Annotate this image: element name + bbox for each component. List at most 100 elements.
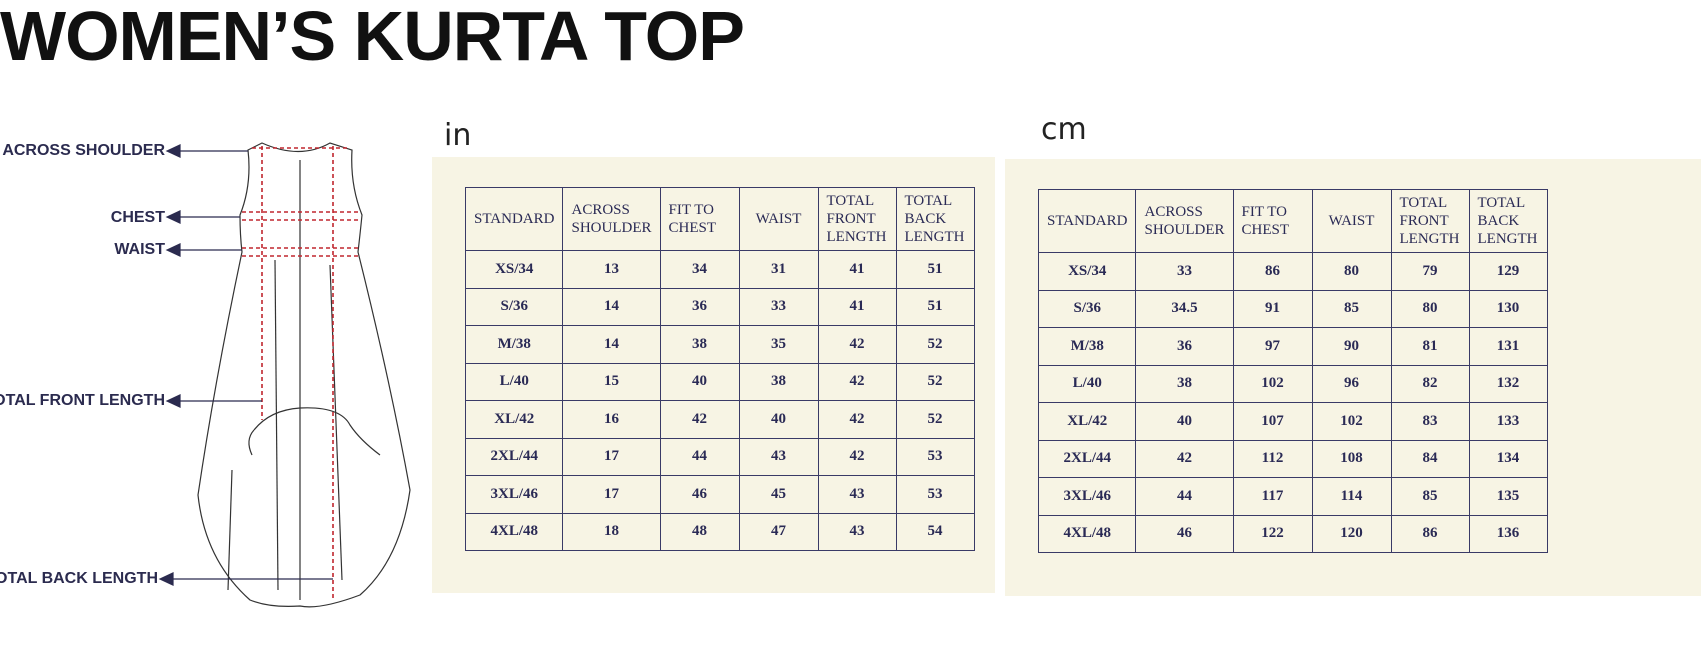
value-cell: 83 [1390,402,1470,441]
value-cell: 112 [1232,439,1313,478]
value-cell: 117 [1232,477,1313,516]
size-cell: 3XL/46 [1037,477,1137,516]
size-cell: XL/42 [1037,402,1137,441]
value-cell: 13 [562,250,661,289]
value-cell: 34.5 [1135,289,1234,328]
value-cell: 38 [738,362,819,401]
value-cell: 18 [562,512,661,551]
value-cell: 85 [1390,477,1470,516]
size-cell: 2XL/44 [1037,439,1137,478]
header-cell: WAIST [738,187,819,251]
value-cell: 132 [1468,364,1548,403]
diagram-label: ACROSS SHOULDER [2,142,165,159]
header-cell: ACROSS SHOULDER [562,187,661,251]
value-cell: 34 [659,250,740,289]
value-cell: 45 [738,475,819,514]
value-cell: 120 [1311,514,1392,553]
value-cell: 97 [1232,327,1313,366]
size-cell: M/38 [464,325,564,364]
value-cell: 51 [895,287,975,326]
value-cell: 40 [659,362,740,401]
diagram-label: WAIST [114,241,165,258]
header-cell: STANDARD [464,187,564,251]
value-cell: 80 [1390,289,1470,328]
value-cell: 42 [817,437,897,476]
table-row: 4XL/48 18 48 47 43 54 [464,512,975,551]
value-cell: 130 [1468,289,1548,328]
size-cell: S/36 [1037,289,1137,328]
value-cell: 36 [1135,327,1234,366]
size-cell: 2XL/44 [464,437,564,476]
diagram-label: CHEST [110,209,165,226]
table-row: M/38 36 97 90 81 131 [1037,327,1548,366]
table-row: S/36 34.5 91 85 80 130 [1037,289,1548,328]
value-cell: 52 [895,362,975,401]
value-cell: 44 [659,437,740,476]
table-row: XS/34 13 34 31 41 51 [464,250,975,289]
value-cell: 42 [1135,439,1234,478]
value-cell: 33 [738,287,819,326]
value-cell: 42 [817,362,897,401]
header-cell: TOTAL BACK LENGTH [1468,189,1548,253]
table-row: XL/42 40 107 102 83 133 [1037,402,1548,441]
value-cell: 42 [659,400,740,439]
value-cell: 42 [817,325,897,364]
size-cell: M/38 [1037,327,1137,366]
value-cell: 36 [659,287,740,326]
table-row: L/40 15 40 38 42 52 [464,362,975,401]
unit-label: cm [1041,112,1087,147]
table-row: 3XL/46 44 117 114 85 135 [1037,477,1548,516]
value-cell: 86 [1390,514,1470,553]
value-cell: 134 [1468,439,1548,478]
value-cell: 43 [817,475,897,514]
value-cell: 46 [659,475,740,514]
unit-label: in [444,118,472,153]
value-cell: 122 [1232,514,1313,553]
header-cell: FIT TO CHEST [659,187,740,251]
value-cell: 82 [1390,364,1470,403]
header-cell: WAIST [1311,189,1392,253]
table-row: L/40 38 102 96 82 132 [1037,364,1548,403]
value-cell: 51 [895,250,975,289]
value-cell: 108 [1311,439,1392,478]
table-row: XL/42 16 42 40 42 52 [464,400,975,439]
value-cell: 38 [1135,364,1234,403]
value-cell: 53 [895,437,975,476]
value-cell: 86 [1232,252,1313,291]
value-cell: 43 [817,512,897,551]
size-table: STANDARD ACROSS SHOULDER FIT TO CHEST WAIST… [464,187,975,551]
value-cell: 14 [562,325,661,364]
value-cell: 41 [817,287,897,326]
value-cell: 40 [1135,402,1234,441]
value-cell: 53 [895,475,975,514]
value-cell: 15 [562,362,661,401]
dress-diagram [158,142,411,608]
value-cell: 79 [1390,252,1470,291]
value-cell: 48 [659,512,740,551]
value-cell: 52 [895,400,975,439]
size-cell: 4XL/48 [1037,514,1137,553]
value-cell: 44 [1135,477,1234,516]
value-cell: 133 [1468,402,1548,441]
value-cell: 47 [738,512,819,551]
table-row: 2XL/44 17 44 43 42 53 [464,437,975,476]
value-cell: 131 [1468,327,1548,366]
diagram-label: TOTAL BACK LENGTH [0,570,158,587]
header-cell: FIT TO CHEST [1232,189,1313,253]
value-cell: 114 [1311,477,1392,516]
size-cell: XL/42 [464,400,564,439]
value-cell: 17 [562,475,661,514]
value-cell: 85 [1311,289,1392,328]
table-row: 3XL/46 17 46 45 43 53 [464,475,975,514]
size-cell: XS/34 [464,250,564,289]
size-cell: S/36 [464,287,564,326]
header-cell: ACROSS SHOULDER [1135,189,1234,253]
size-cell: 4XL/48 [464,512,564,551]
value-cell: 42 [817,400,897,439]
value-cell: 43 [738,437,819,476]
header-cell: TOTAL FRONT LENGTH [1390,189,1470,253]
table-row: XS/34 33 86 80 79 129 [1037,252,1548,291]
value-cell: 90 [1311,327,1392,366]
table-row: S/36 14 36 33 41 51 [464,287,975,326]
